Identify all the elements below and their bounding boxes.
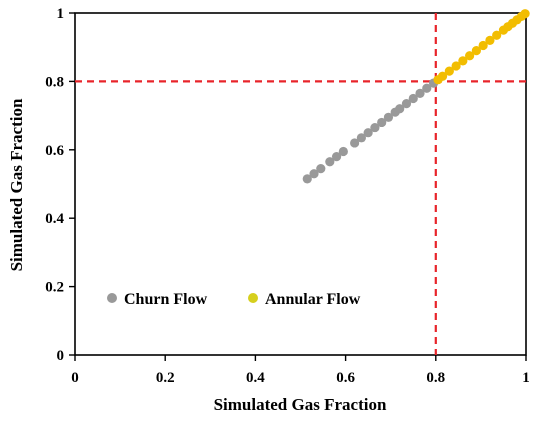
data-point-churn-flow bbox=[401, 99, 412, 109]
legend-marker-annular-flow bbox=[248, 293, 258, 303]
data-point-churn-flow bbox=[395, 104, 405, 114]
data-point-churn-flow bbox=[316, 164, 326, 174]
data-point-churn-flow bbox=[338, 146, 348, 157]
y-tick-label: 0.2 bbox=[45, 280, 64, 296]
data-point-annular-flow bbox=[458, 56, 468, 66]
data-point-annular-flow bbox=[520, 9, 530, 19]
legend-marker-churn-flow bbox=[107, 293, 117, 303]
data-point-churn-flow bbox=[415, 88, 425, 98]
x-tick-label: 0 bbox=[71, 370, 79, 386]
x-tick-label: 1 bbox=[522, 370, 530, 386]
plot-area: 0 0.2 0.4 0.6 0.8 1 0 0.2 0.4 0.6 0.8 1 bbox=[45, 6, 530, 386]
y-tick-label: 0.6 bbox=[45, 143, 64, 159]
data-point-annular-flow bbox=[437, 71, 448, 81]
legend-label-annular-flow: Annular Flow bbox=[265, 291, 361, 308]
data-point-churn-flow bbox=[363, 128, 373, 138]
y-tick-label: 0.4 bbox=[45, 211, 64, 227]
x-tick-label: 0.2 bbox=[156, 370, 175, 386]
y-tick-label: 1 bbox=[57, 6, 65, 22]
x-axis-title: Simulated Gas Fraction bbox=[214, 395, 387, 414]
data-point-annular-flow bbox=[444, 66, 454, 76]
data-point-churn-flow bbox=[325, 157, 335, 167]
x-tick-label: 0.4 bbox=[246, 370, 265, 386]
data-point-annular-flow bbox=[451, 61, 461, 71]
x-tick-label: 0.6 bbox=[336, 370, 355, 386]
data-point-annular-flow bbox=[471, 46, 481, 56]
data-point-churn-flow bbox=[302, 174, 312, 184]
data-point-churn-flow bbox=[370, 122, 380, 133]
data-point-churn-flow bbox=[377, 117, 387, 128]
y-tick-label: 0.8 bbox=[45, 74, 64, 90]
plot-frame bbox=[74, 12, 527, 356]
data-point-churn-flow bbox=[331, 152, 342, 162]
data-point-annular-flow bbox=[492, 30, 502, 40]
data-point-annular-flow bbox=[465, 51, 475, 61]
data-point-churn-flow bbox=[309, 169, 319, 179]
data-point-churn-flow bbox=[350, 138, 360, 148]
y-axis-title: Simulated Gas Fraction bbox=[7, 98, 26, 271]
data-point-annular-flow bbox=[485, 35, 495, 45]
legend-label-churn-flow: Churn Flow bbox=[124, 291, 208, 308]
y-tick-label: 0 bbox=[57, 348, 65, 364]
data-point-churn-flow bbox=[422, 83, 432, 93]
data-point-churn-flow bbox=[408, 93, 418, 104]
data-point-annular-flow bbox=[478, 40, 488, 51]
data-point-churn-flow bbox=[383, 112, 394, 122]
x-tick-label: 0.8 bbox=[426, 370, 445, 386]
legend: Churn Flow Annular Flow bbox=[107, 291, 361, 308]
data-point-churn-flow bbox=[356, 133, 366, 143]
